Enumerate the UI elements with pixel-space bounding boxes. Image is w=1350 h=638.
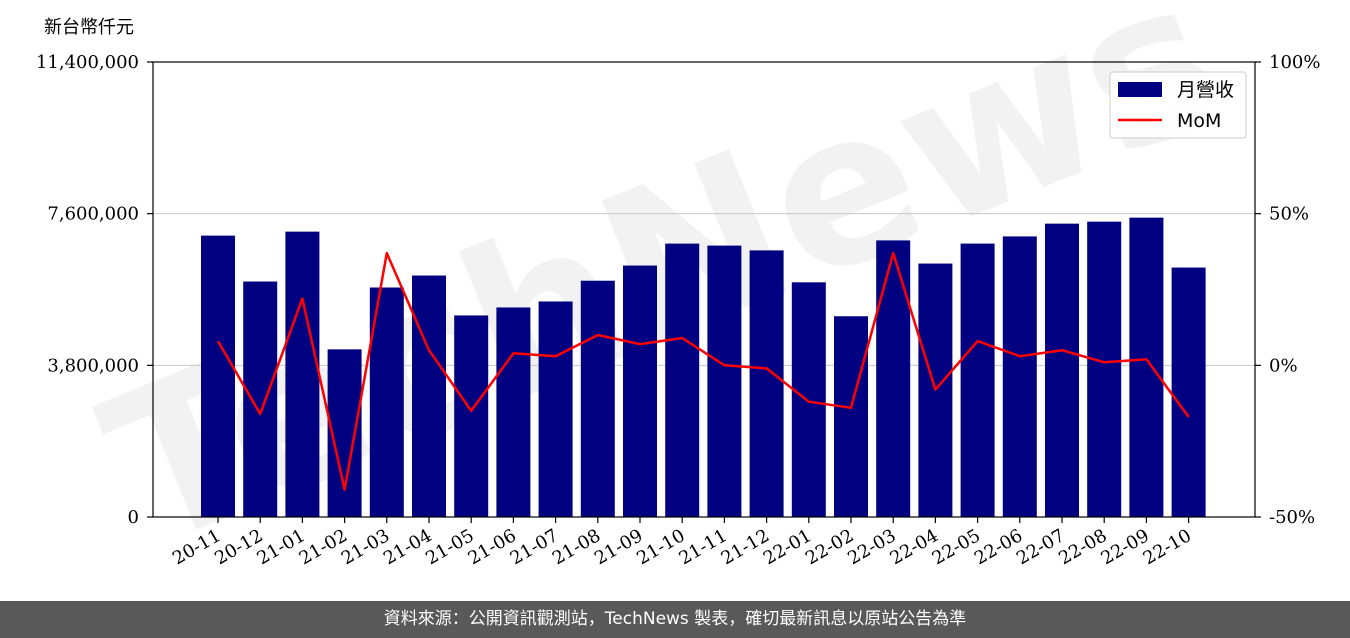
plot-frame bbox=[152, 61, 1256, 518]
revenue-bar bbox=[960, 243, 995, 517]
legend: 月營收 MoM bbox=[1109, 71, 1247, 139]
source-footer: 資料來源：公開資訊觀測站，TechNews 製表，確切最新訊息以原站公告為準 bbox=[0, 601, 1350, 638]
right-tick-label: -50% bbox=[1269, 507, 1315, 528]
left-tick-label: 0 bbox=[128, 507, 139, 528]
revenue-bar bbox=[623, 265, 657, 517]
revenue-bar bbox=[538, 301, 573, 517]
revenue-bar bbox=[834, 316, 868, 517]
chart: TechNews 03,800,0007,600,00011,400,000-5… bbox=[36, 0, 1321, 595]
left-tick-label: 11,400,000 bbox=[36, 52, 139, 73]
revenue-bar bbox=[1129, 217, 1164, 517]
revenue-bar bbox=[1087, 221, 1122, 518]
revenue-bar bbox=[665, 243, 700, 517]
left-tick-label: 7,600,000 bbox=[47, 204, 139, 225]
right-tick-label: 50% bbox=[1269, 204, 1309, 225]
revenue-bar bbox=[412, 275, 446, 517]
bar-series bbox=[201, 217, 1206, 518]
revenue-bar bbox=[454, 315, 489, 517]
revenue-bar bbox=[1045, 223, 1079, 518]
revenue-bar bbox=[580, 280, 615, 517]
revenue-bar bbox=[1171, 267, 1206, 517]
revenue-bar bbox=[876, 240, 911, 517]
revenue-bar bbox=[749, 250, 784, 517]
revenue-bar bbox=[243, 281, 278, 517]
right-tick-label: 0% bbox=[1269, 355, 1298, 376]
left-tick-label: 3,800,000 bbox=[47, 355, 139, 376]
revenue-bar bbox=[369, 287, 404, 517]
revenue-bar bbox=[707, 245, 742, 517]
mom-line-series bbox=[216, 251, 1190, 491]
mom-line bbox=[216, 251, 1190, 491]
legend-bar-swatch bbox=[1118, 82, 1162, 97]
legend-label-mom: MoM bbox=[1177, 110, 1221, 132]
right-tick-label: 100% bbox=[1269, 52, 1320, 73]
revenue-bar bbox=[1002, 236, 1037, 517]
revenue-bar bbox=[496, 307, 531, 517]
revenue-bar bbox=[201, 235, 235, 518]
left-axis-unit-label: 新台幣仟元 bbox=[44, 17, 134, 38]
revenue-bar bbox=[285, 231, 320, 517]
legend-label-revenue: 月營收 bbox=[1177, 79, 1234, 101]
revenue-bar bbox=[791, 282, 826, 517]
x-tick-label: 22-10 bbox=[1140, 525, 1195, 569]
